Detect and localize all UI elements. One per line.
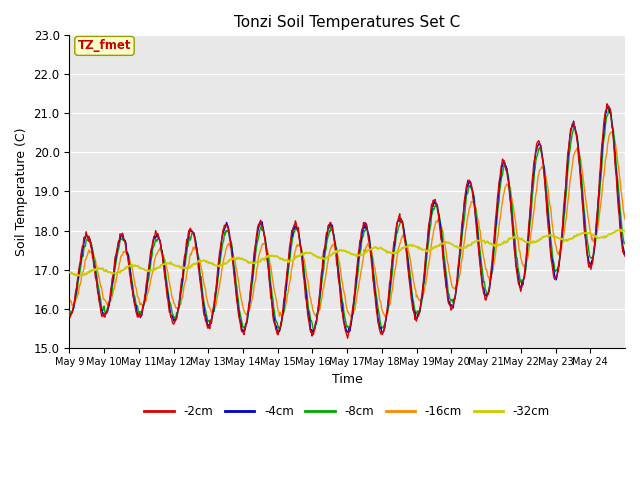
X-axis label: Time: Time (332, 373, 363, 386)
Title: Tonzi Soil Temperatures Set C: Tonzi Soil Temperatures Set C (234, 15, 460, 30)
Y-axis label: Soil Temperature (C): Soil Temperature (C) (15, 127, 28, 256)
Text: TZ_fmet: TZ_fmet (77, 39, 131, 52)
Legend: -2cm, -4cm, -8cm, -16cm, -32cm: -2cm, -4cm, -8cm, -16cm, -32cm (140, 400, 555, 423)
